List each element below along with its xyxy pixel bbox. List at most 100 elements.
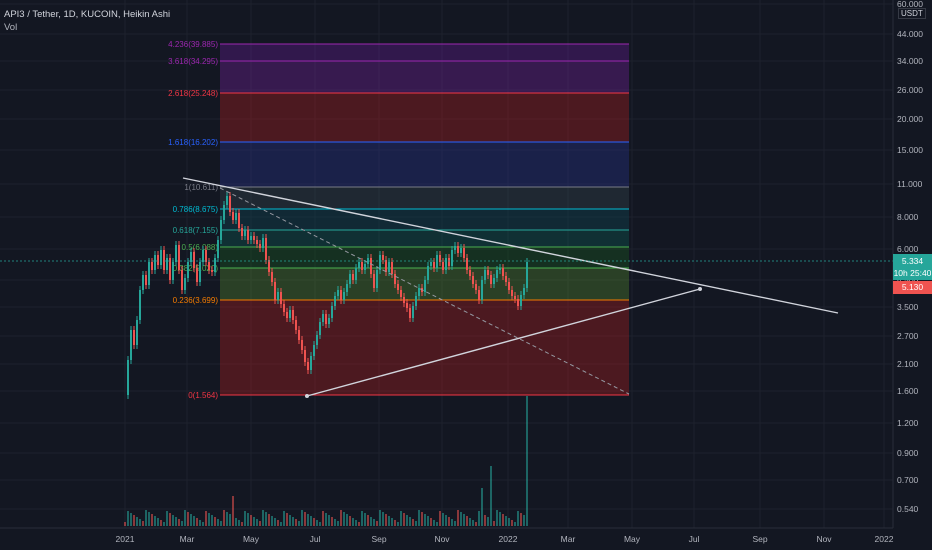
last-price-value: 5.334: [901, 256, 924, 266]
volume-bar: [295, 519, 297, 526]
currency-label[interactable]: USDT: [898, 8, 926, 19]
candle-body: [487, 270, 489, 275]
candle-body: [394, 274, 396, 284]
volume-bar: [517, 511, 519, 526]
fib-level-label: 0.236(3.699): [173, 296, 219, 305]
fib-band: [220, 93, 629, 142]
volume-bar: [298, 521, 300, 526]
volume-bar: [142, 521, 144, 526]
candle-body: [142, 275, 144, 290]
volume-bar: [409, 517, 411, 526]
candle-body: [172, 262, 174, 280]
candle-body: [262, 238, 264, 248]
candle-body: [346, 284, 348, 292]
fib-band: [220, 300, 629, 395]
volume-bar: [154, 516, 156, 526]
volume-bar: [184, 510, 186, 526]
price-tick-label: 44.000: [897, 29, 923, 39]
price-tick-label: 0.900: [897, 448, 919, 458]
candle-body: [202, 250, 204, 262]
trendline-drawings[interactable]: [182, 177, 839, 398]
candle-body: [511, 290, 513, 296]
candle-body: [136, 320, 138, 345]
price-tick-label: 26.000: [897, 85, 923, 95]
volume-bar: [376, 521, 378, 526]
price-tick-label: 8.000: [897, 212, 919, 222]
candle-body: [274, 282, 276, 300]
ascending-trendline[interactable]: [306, 288, 701, 397]
volume-bar: [520, 513, 522, 526]
volume-bar: [136, 517, 138, 526]
price-tick-label: 2.700: [897, 331, 919, 341]
volume-bar: [340, 510, 342, 526]
volume-bar: [325, 513, 327, 526]
candle-body: [418, 288, 420, 296]
volume-bar: [127, 511, 129, 526]
candle-body: [400, 290, 402, 297]
volume-bar: [397, 522, 399, 526]
candle-body: [373, 274, 375, 288]
volume-bar: [238, 520, 240, 526]
candle-body: [259, 244, 261, 248]
trendline-handle[interactable]: [698, 287, 702, 291]
volume-bar: [514, 522, 516, 526]
fib-level-label: 4.236(39.885): [168, 40, 218, 49]
volume-bar: [274, 518, 276, 526]
volume-bar: [373, 519, 375, 526]
volume-bar: [370, 517, 372, 526]
candle-body: [460, 248, 462, 253]
fib-retracement-drawing[interactable]: 4.236(39.885) 3.618(34.295) 2.618(25.248) 1…: [168, 40, 629, 400]
volume-bar: [145, 510, 147, 526]
candle-body: [187, 262, 189, 278]
volume-bar: [250, 515, 252, 526]
candle-body: [382, 255, 384, 260]
time-tick-label: Jul: [310, 534, 321, 544]
volume-bar: [235, 518, 237, 526]
volume-bar: [178, 519, 180, 526]
volume-bar: [505, 516, 507, 526]
price-tick-label: 1.600: [897, 386, 919, 396]
volume-bar: [367, 515, 369, 526]
candle-body: [130, 330, 132, 360]
candle-body: [514, 296, 516, 299]
volume-bar: [433, 520, 435, 526]
candle-body: [283, 304, 285, 312]
descending-trendline[interactable]: [182, 177, 839, 314]
volume-bar: [139, 519, 141, 526]
volume-indicator-label[interactable]: Vol: [4, 22, 18, 33]
volume-bar: [256, 519, 258, 526]
candle-body: [199, 262, 201, 282]
volume-bar: [436, 522, 438, 526]
volume-bar: [451, 519, 453, 526]
candle-body: [133, 330, 135, 345]
volume-bar: [268, 514, 270, 526]
volume-bar: [502, 514, 504, 526]
volume-bar: [391, 518, 393, 526]
volume-bar: [427, 516, 429, 526]
candle-body: [151, 262, 153, 270]
candle-body: [163, 250, 165, 270]
volume-bar: [508, 518, 510, 526]
volume-bar: [169, 513, 171, 526]
volume-bar: [289, 515, 291, 526]
symbol-title[interactable]: API3 / Tether, 1D, KUCOIN, Heikin Ashi: [4, 9, 171, 20]
price-tick-label: 15.000: [897, 145, 923, 155]
candle-body: [352, 274, 354, 280]
volume-bar: [430, 518, 432, 526]
volume-bar: [349, 516, 351, 526]
price-tick-label: 34.000: [897, 56, 923, 66]
trendline-handle[interactable]: [305, 394, 309, 398]
candle-body: [481, 280, 483, 300]
volume-bar: [265, 512, 267, 526]
candle-body: [208, 262, 210, 270]
volume-bar: [208, 513, 210, 526]
candle-body: [433, 262, 435, 268]
candle-body: [472, 276, 474, 284]
time-tick-label: Mar: [561, 534, 576, 544]
candle-body: [364, 264, 366, 270]
volume-bar: [337, 521, 339, 526]
volume-bar: [322, 511, 324, 526]
volume-bar: [319, 522, 321, 526]
volume-bar: [175, 517, 177, 526]
